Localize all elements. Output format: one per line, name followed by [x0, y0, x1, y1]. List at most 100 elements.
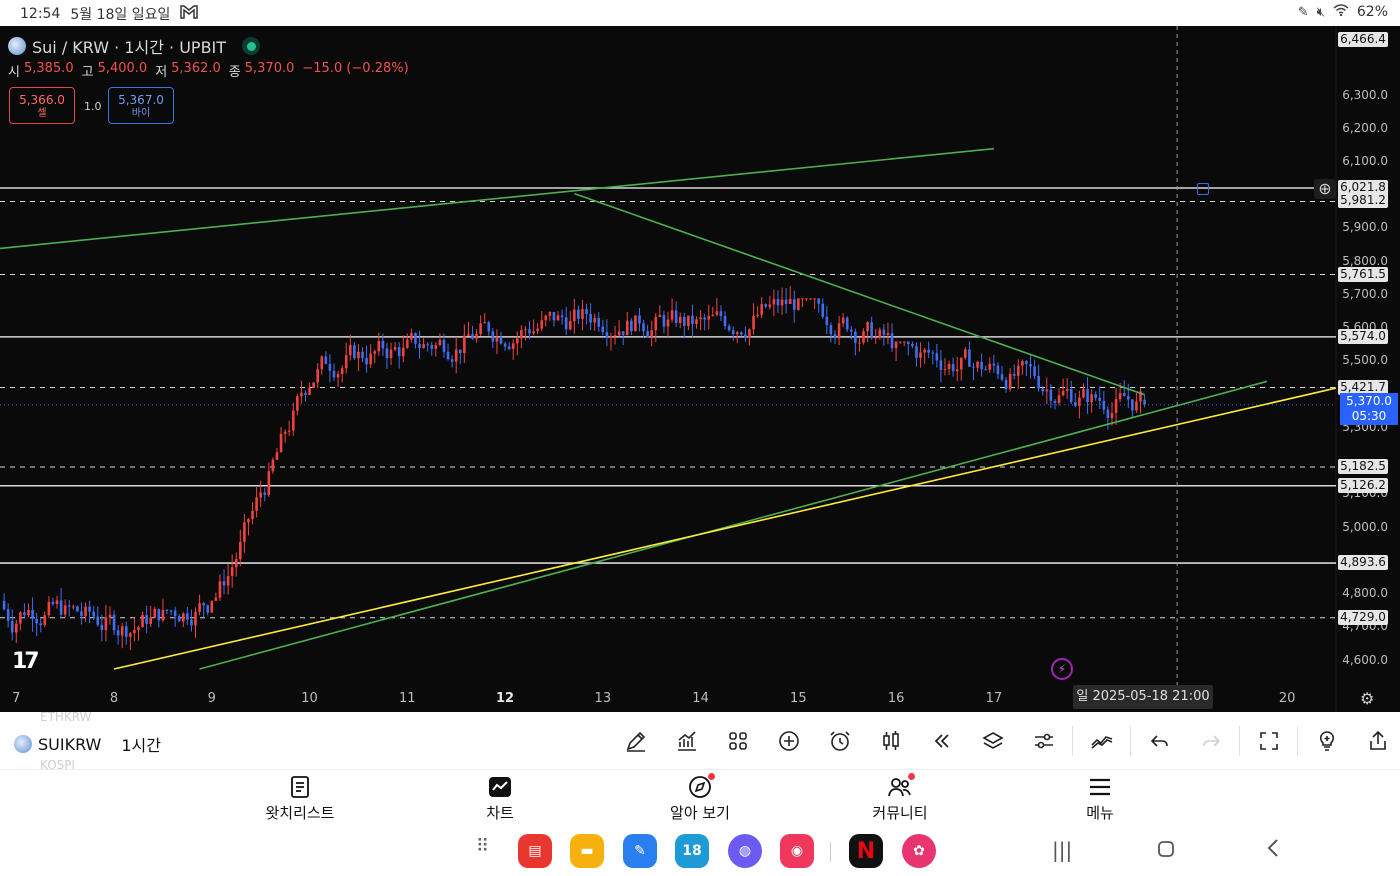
alert-marker-icon[interactable]	[1197, 183, 1209, 195]
back-icon[interactable]	[1266, 838, 1280, 863]
mute-icon: 🔇︎	[1316, 4, 1325, 20]
next-symbol[interactable]: KOSPI	[40, 758, 76, 772]
symbol-picker[interactable]: SUIKRW 1시간	[14, 732, 161, 756]
price-chart[interactable]: Sui / KRW · 1시간 · UPBIT 시 5,385.0 고 5,400.…	[0, 26, 1400, 712]
symbol-name: SUIKRW	[38, 734, 102, 754]
candle-body	[862, 331, 865, 343]
candle-body	[239, 541, 242, 560]
undo-icon[interactable]	[1134, 726, 1185, 756]
alarm-clock-icon[interactable]	[814, 726, 865, 756]
candle-body	[499, 336, 503, 344]
candle-body	[788, 299, 792, 304]
lightning-icon[interactable]: ⚡︎	[1051, 658, 1073, 680]
folder-app-icon[interactable]: ▬	[570, 834, 604, 868]
candle-body	[1094, 394, 1097, 398]
price-level-label[interactable]: 6,466.4	[1338, 32, 1388, 48]
price-level-label[interactable]: 5,421.7	[1338, 379, 1388, 395]
buy-button[interactable]: 5,367.0 바이	[108, 87, 174, 124]
replay-rewind-icon[interactable]	[916, 726, 967, 756]
price-level-label[interactable]: 5,574.0	[1338, 328, 1388, 344]
candle-body	[84, 606, 87, 616]
candle-body	[100, 624, 104, 630]
chart-canvas[interactable]	[0, 26, 1400, 712]
candle-body	[226, 575, 230, 586]
nav-menu[interactable]: 메뉴	[1050, 774, 1150, 823]
draw-pen-icon[interactable]	[610, 726, 661, 756]
sell-button[interactable]: 5,366.0 셀	[9, 87, 75, 124]
price-level-label[interactable]: 5,182.5	[1338, 459, 1388, 475]
nav-chart[interactable]: 차트	[450, 774, 550, 823]
candle-body	[377, 340, 381, 352]
templates-grid-icon[interactable]	[712, 726, 763, 756]
battery-level: 62%	[1356, 4, 1388, 20]
candle-body	[446, 351, 450, 360]
compare-trend-icon[interactable]	[1076, 726, 1127, 756]
candle-body	[984, 369, 988, 371]
wifi-icon	[1333, 4, 1349, 20]
price-axis-tick: 5,500.0	[1342, 353, 1388, 368]
candle-body	[748, 329, 751, 338]
netflix-app-icon[interactable]: N	[849, 834, 883, 868]
fullscreen-icon[interactable]	[1243, 726, 1294, 756]
pen-app-icon[interactable]: ✎	[623, 834, 657, 868]
candle-body	[735, 332, 739, 335]
candle-body	[340, 368, 344, 375]
order-quantity[interactable]: 1.0	[84, 100, 102, 113]
edit-icon: ✎	[1297, 4, 1309, 20]
interval-picker[interactable]: 1시간	[121, 736, 161, 755]
candle-body	[939, 360, 943, 370]
candle-body	[882, 329, 886, 335]
candle-body	[6, 609, 10, 621]
candle-body	[186, 613, 189, 620]
candle-body	[194, 611, 197, 626]
candle-body	[137, 627, 140, 631]
price-level-label[interactable]: 4,893.6	[1338, 555, 1388, 571]
tradingview-logo-icon[interactable]: 17	[12, 649, 40, 674]
internet-app-icon[interactable]: ◍	[728, 834, 762, 868]
menu-icon	[1087, 774, 1113, 800]
candle-style-icon[interactable]	[865, 726, 916, 756]
app-drawer-grid-icon[interactable]: ⠿	[476, 836, 490, 857]
memo-app-icon[interactable]: ▤	[518, 834, 552, 868]
candle-body	[874, 337, 878, 339]
chart-settings-icon[interactable]: ⚙	[1360, 689, 1375, 708]
candle-body	[540, 320, 544, 329]
candle-body	[263, 492, 267, 495]
recent-apps-icon[interactable]: |||	[1052, 838, 1073, 862]
candle-body	[300, 392, 303, 397]
candle-body	[27, 609, 30, 616]
price-level-label[interactable]: 4,729.0	[1338, 609, 1388, 625]
add-plus-icon[interactable]	[763, 726, 814, 756]
calendar-app-icon[interactable]: 18	[675, 834, 709, 868]
camera-app-icon[interactable]: ◉	[780, 834, 814, 868]
candle-body	[467, 334, 470, 336]
ideas-lightbulb-icon[interactable]	[1301, 726, 1352, 756]
candle-body	[1025, 361, 1028, 365]
price-level-label[interactable]: 5,981.2	[1338, 193, 1388, 209]
candle-body	[695, 319, 698, 325]
nav-watchlist[interactable]: 왓치리스트	[250, 774, 350, 823]
home-icon[interactable]	[1157, 839, 1175, 863]
price-level-label[interactable]: 5,761.5	[1338, 266, 1388, 282]
nav-community[interactable]: 커뮤니티	[850, 773, 950, 823]
candle-body	[613, 335, 617, 337]
indicators-icon[interactable]	[661, 726, 712, 756]
candle-body	[1057, 395, 1061, 403]
redo-icon[interactable]	[1185, 726, 1236, 756]
prev-symbol[interactable]: ETHKRW	[40, 710, 92, 724]
candle-body	[630, 320, 633, 332]
candle-body	[707, 315, 711, 320]
price-level-label[interactable]: 5,126.2	[1338, 477, 1388, 493]
candle-body	[1074, 402, 1077, 406]
layers-icon[interactable]	[967, 726, 1018, 756]
symbol-title[interactable]: Sui / KRW · 1시간 · UPBIT	[32, 38, 227, 57]
add-alert-plus-icon[interactable]: ⊕	[1314, 179, 1336, 199]
price-level-label[interactable]: 6,021.8	[1338, 179, 1388, 195]
settings-sliders-icon[interactable]	[1018, 726, 1069, 756]
nav-explore[interactable]: 알아 보기	[650, 773, 750, 823]
candle-body	[251, 510, 254, 520]
candle-body	[731, 330, 735, 335]
flower-app-icon[interactable]: ✿	[902, 834, 936, 868]
share-icon[interactable]	[1352, 726, 1400, 756]
nav-label: 알아 보기	[670, 804, 730, 822]
